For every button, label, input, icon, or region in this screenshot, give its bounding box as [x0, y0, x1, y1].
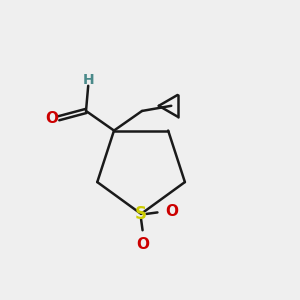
Text: S: S	[135, 205, 147, 223]
Text: O: O	[137, 237, 150, 252]
Text: H: H	[83, 73, 94, 87]
Text: O: O	[165, 204, 178, 219]
Text: O: O	[46, 111, 59, 126]
